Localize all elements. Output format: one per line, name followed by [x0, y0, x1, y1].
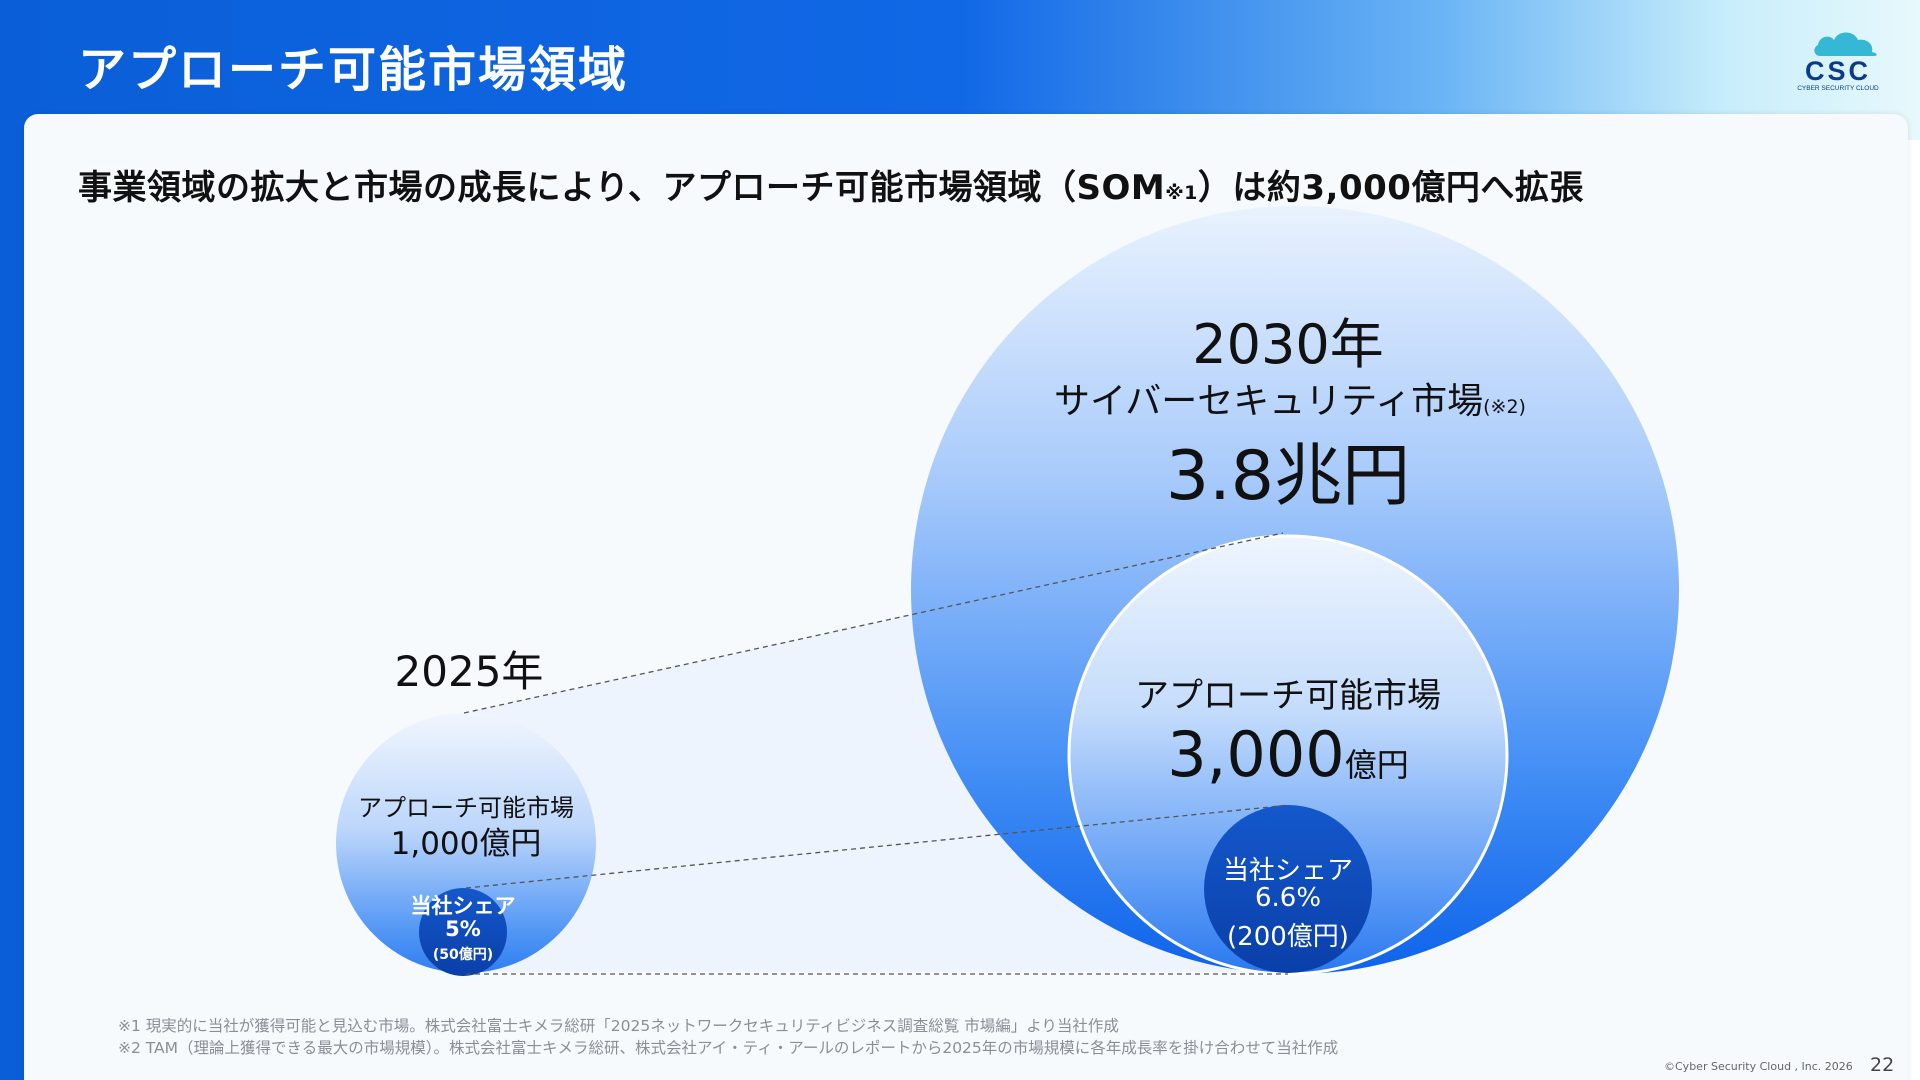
- headline-main: 事業領域の拡大と市場の成長により、アプローチ可能市場領域（SOM: [78, 168, 1166, 208]
- year-2030-label: 2030年: [1192, 313, 1384, 376]
- tam-2030-label-row: サイバーセキュリティ市場(※2): [990, 372, 1590, 424]
- som-2025-value: 1,000億円: [390, 826, 542, 862]
- slide-title: アプローチ可能市場領域: [78, 42, 629, 98]
- share-2025-label: 当社シェア: [410, 894, 516, 918]
- headline-end: ）は約3,000億円へ拡張: [1197, 168, 1584, 208]
- tam-2030-label: サイバーセキュリティ市場: [1054, 381, 1484, 422]
- cloud-icon: [1814, 32, 1877, 56]
- connector-top: [463, 532, 1284, 714]
- som-2025-circle: [336, 713, 596, 973]
- share-2030-pct: 6.6%: [1254, 883, 1322, 913]
- left-accent-band: [0, 100, 24, 1080]
- connector-share: [465, 804, 1291, 889]
- footnote-1: ※1 現実的に当社が獲得可能と見込む市場。株式会社富士キメラ総研「2025ネット…: [118, 1017, 1119, 1035]
- som-2030-unit: 億円: [1344, 746, 1409, 784]
- page-number: 22: [1870, 1054, 1895, 1076]
- logo-text: CSC: [1805, 56, 1871, 86]
- share-2030-circle: [1204, 805, 1372, 973]
- som-2030-value-row: 3,000億円: [1088, 718, 1488, 791]
- logo-tagline: CYBER SECURITY CLOUD: [1797, 85, 1879, 92]
- share-2025-pct: 5%: [445, 917, 481, 941]
- tam-2030-note: (※2): [1483, 396, 1526, 418]
- copyright: ©Cyber Security Cloud , Inc. 2026: [1664, 1060, 1853, 1073]
- year-2025-label: 2025年: [394, 647, 544, 696]
- share-2030-value: (200億円): [1227, 922, 1349, 952]
- som-2030-value: 3,000: [1167, 718, 1345, 791]
- headline: 事業領域の拡大と市場の成長により、アプローチ可能市場領域（SOM※1）は約3,0…: [78, 160, 1584, 209]
- headline-footnote-ref: ※1: [1165, 182, 1198, 204]
- som-2025-label: アプローチ可能市場: [358, 794, 574, 822]
- share-2030-label: 当社シェア: [1222, 856, 1353, 886]
- som-2030-label: アプローチ可能市場: [1135, 676, 1441, 716]
- share-2025-circle: [419, 888, 507, 976]
- footnote-2: ※2 TAM（理論上獲得できる最大の市場規模）。株式会社富士キメラ総研、株式会社…: [118, 1039, 1339, 1057]
- tam-2030-value: 3.8兆円: [1165, 437, 1411, 516]
- share-2025-value: (50億円): [432, 947, 494, 963]
- csc-logo: CSC CYBER SECURITY CLOUD: [1786, 18, 1890, 92]
